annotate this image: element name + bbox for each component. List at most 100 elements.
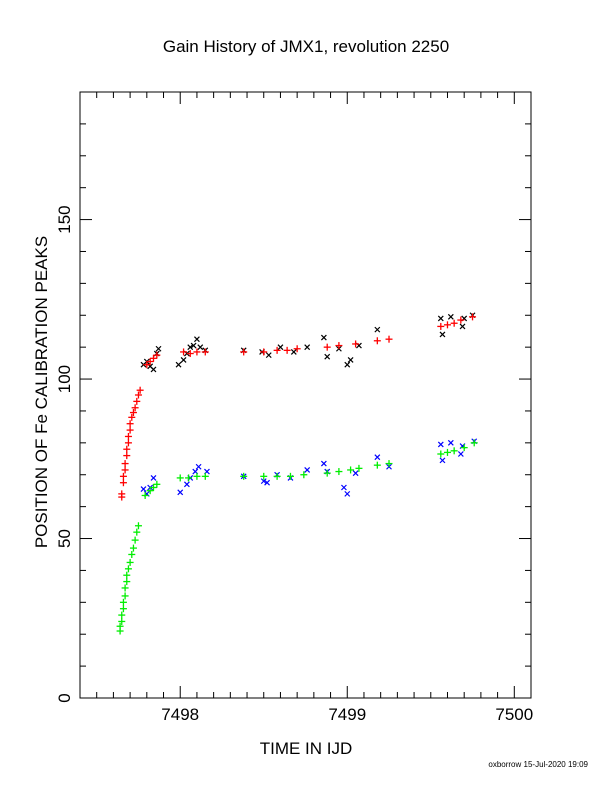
plus-point (123, 445, 131, 453)
plus-point (283, 346, 291, 354)
cross-point (344, 361, 351, 368)
cross-point (447, 439, 454, 446)
cross-point (439, 331, 446, 338)
plus-point (352, 340, 360, 348)
cross-point (175, 361, 182, 368)
y-axis-label: POSITION OF Fe CALIBRATION PEAKS (32, 236, 51, 548)
plus-point (450, 319, 458, 327)
plus-point (260, 472, 268, 480)
cross-point (155, 345, 162, 352)
plus-point (385, 460, 393, 468)
plus-point (180, 348, 188, 356)
cross-point (437, 441, 444, 448)
plus-point (153, 480, 161, 488)
plus-point (133, 528, 141, 536)
plus-point (119, 605, 127, 613)
chart-title: Gain History of JMX1, revolution 2250 (163, 37, 449, 56)
plus-point (450, 447, 458, 455)
cross-point (439, 457, 446, 464)
cross-point (150, 366, 157, 373)
plus-point (437, 322, 445, 330)
plus-point (119, 598, 127, 606)
plus-point (146, 358, 154, 366)
plus-point (240, 472, 248, 480)
plus-point (469, 313, 477, 321)
plus-point (193, 348, 201, 356)
plus-point (124, 565, 132, 573)
plus-point (443, 321, 451, 329)
plus-point (128, 413, 136, 421)
y-tick-label: 0 (55, 693, 74, 702)
plus-point (149, 483, 157, 491)
cross-point (374, 326, 381, 333)
y-tick-label: 100 (55, 365, 74, 393)
plus-point (176, 474, 184, 482)
plus-point (123, 571, 131, 579)
plus-point (121, 584, 129, 592)
plus-point (126, 558, 134, 566)
cross-point (265, 352, 272, 359)
plus-point (134, 391, 142, 399)
cross-point (194, 336, 200, 343)
plus-point (146, 487, 154, 495)
cross-point (320, 460, 327, 467)
cross-point (177, 489, 184, 496)
plus-point (119, 472, 127, 480)
plus-point (286, 472, 294, 480)
plus-point (121, 592, 129, 600)
cross-point (183, 481, 190, 488)
plus-point (149, 354, 157, 362)
plus-point (131, 536, 139, 544)
plus-point (273, 472, 281, 480)
cross-point (340, 484, 347, 491)
cross-point (304, 467, 311, 473)
plus-point (129, 409, 137, 417)
x-tick-label: 7499 (328, 705, 366, 724)
plus-point (293, 345, 301, 353)
cross-point (150, 475, 157, 481)
y-tick-label: 150 (55, 205, 74, 233)
cross-point (195, 463, 202, 470)
cross-point (347, 356, 354, 363)
cross-point (344, 490, 351, 497)
plus-point (118, 490, 126, 498)
plus-point (185, 474, 193, 482)
plus-point (373, 461, 381, 469)
plus-point (143, 361, 151, 369)
plus-point (457, 316, 465, 324)
plus-point (126, 420, 134, 428)
plus-point (460, 444, 468, 452)
plus-point (126, 426, 134, 434)
axis-ticks (79, 91, 532, 699)
plus-point (121, 460, 129, 468)
cross-point (140, 486, 147, 493)
cross-point (320, 334, 327, 341)
footer-credit: oxborrow 15-Jul-2020 19:09 (488, 760, 588, 769)
cross-point (277, 344, 284, 351)
plus-point (470, 439, 478, 447)
plus-point (121, 466, 129, 474)
plus-point (131, 404, 139, 412)
plus-point (443, 448, 451, 456)
y-tick-label: 50 (55, 529, 74, 548)
plus-point (141, 491, 149, 499)
plus-point (300, 471, 308, 479)
plus-point (260, 348, 268, 356)
plus-point (273, 346, 281, 354)
plus-point (124, 432, 132, 440)
plus-point (134, 522, 142, 530)
plus-point (385, 335, 393, 343)
plus-point (335, 468, 343, 476)
plus-point (323, 343, 331, 351)
cross-point (190, 342, 197, 349)
plus-point (355, 464, 363, 472)
cross-point (260, 478, 267, 485)
cross-point (197, 344, 204, 351)
plus-point (123, 578, 131, 586)
plus-point (129, 544, 137, 552)
plus-point (128, 550, 136, 558)
plus-point (373, 337, 381, 345)
plus-point (116, 622, 124, 630)
plus-point (153, 351, 161, 359)
